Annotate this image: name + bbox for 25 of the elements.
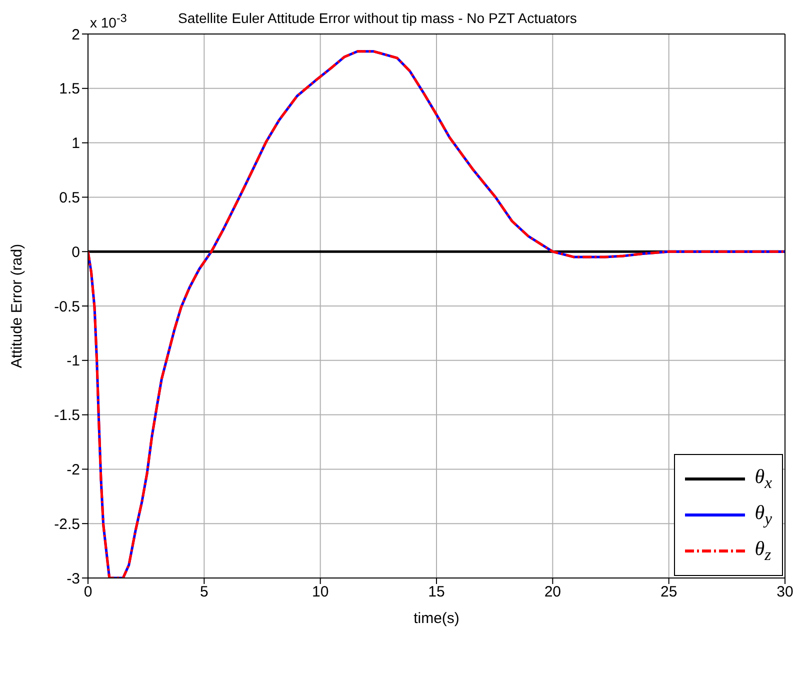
x-tick-label: 0 [84,584,92,601]
x-tick-label: 15 [428,584,445,601]
y-tick-label: 0.5 [59,190,80,207]
x-tick-label: 25 [660,584,678,601]
y-tick-label: -0.5 [54,298,80,316]
x-tick-label: 10 [312,584,329,601]
y-tick-label: -1.5 [54,407,80,424]
legend-label: θ$_{z}$ [754,538,772,564]
legend-label: θ$_{y}$ [754,502,772,528]
x-tick-label: 20 [544,584,562,601]
text: x 10$^{-3}$ [90,12,127,31]
y-tick-label: 1 [72,135,80,152]
x-tick-label: 30 [776,584,794,601]
y-axis-title: Attitude Error (rad) [8,244,26,368]
chart-title: Satellite Euler Attitude Error without tip mass - No PZT Actuators [178,10,577,26]
y-tick-label: -3 [66,570,80,588]
y-tick-label: -2.5 [54,516,80,533]
x-tick-label: 5 [200,584,208,601]
y-tick-label: -1 [66,352,80,370]
legend-label: θ$_{x}$ [754,466,772,492]
x-axis-title: time(s) [414,610,460,627]
y-tick-label: -2 [66,462,80,479]
y-tick-label: 0 [72,244,80,261]
y-tick-label: 1.5 [59,80,80,98]
y-tick-label: 2 [72,26,80,44]
